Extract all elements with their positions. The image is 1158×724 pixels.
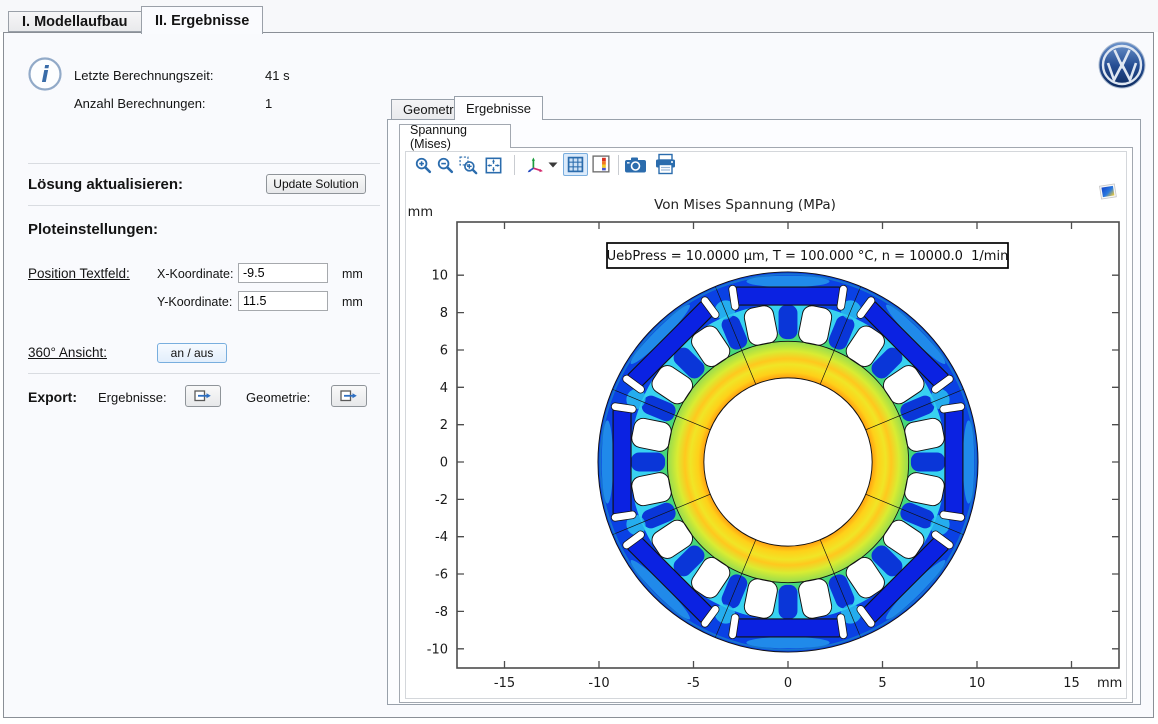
svg-text:-4: -4 [435,530,448,545]
last-computation-value: 41 s [265,68,290,83]
parameter-annotation-text: UebPress = 10.0000 µm, T = 100.000 °C, n… [607,249,1009,264]
svg-text:5: 5 [878,676,886,691]
info-icon: i [26,55,64,93]
svg-text:10: 10 [431,269,448,284]
x-unit-label: mm [342,267,363,281]
toolbar-separator [618,155,619,175]
show-grid-button[interactable] [563,153,588,176]
svg-text:6: 6 [440,344,448,359]
tab-modellaufbau-label: I. Modellaufbau [22,14,128,30]
svg-text:-10: -10 [427,642,448,657]
textfield-position-label: Position Textfeld: [28,266,130,281]
zoom-in-icon[interactable] [414,156,433,175]
zoom-box-icon[interactable] [459,156,478,175]
export-icon [194,389,212,403]
tab-ergebnisse-panel[interactable]: Ergebnisse [454,96,543,120]
x-coordinate-input[interactable] [238,263,328,283]
svg-text:-5: -5 [687,676,700,691]
export-icon [340,389,358,403]
app-window: { "window": { "tabs": [ { "label": "I. M… [0,0,1158,724]
last-computation-label: Letzte Berechnungszeit: [74,68,213,83]
svg-text:-15: -15 [494,676,515,691]
tab-ergebnisse-label: II. Ergebnisse [155,13,249,29]
x-axis-unit-label: mm [1097,676,1122,691]
svg-text:-8: -8 [435,605,448,620]
separator [28,205,380,206]
x-coordinate-label: X-Koordinate: [157,267,233,281]
color-legend-icon[interactable] [591,154,612,175]
update-solution-button[interactable]: Update Solution [266,174,366,194]
separator [28,373,380,374]
svg-text:2: 2 [440,418,448,433]
svg-text:4: 4 [440,381,448,396]
separator [28,163,380,164]
svg-text:8: 8 [440,306,448,321]
tab-spannung-mises[interactable]: Spannung (Mises) [399,124,511,148]
tab-modellaufbau[interactable]: I. Modellaufbau [8,11,142,32]
toolbar-separator [514,155,515,175]
snapshot-icon[interactable] [624,156,649,175]
go-to-default-view-icon[interactable] [526,155,545,174]
svg-text:10: 10 [969,676,986,691]
export-geometry-button[interactable] [331,385,367,407]
plot-title: Von Mises Spannung (MPa) [654,197,836,213]
plot-settings-heading: Ploteinstellungen: [28,221,158,238]
y-unit-label: mm [342,295,363,309]
vw-logo-icon [1097,40,1147,90]
tab-ergebnisse-panel-label: Ergebnisse [466,101,531,116]
zoom-extents-icon[interactable] [484,156,503,175]
y-axis-unit-label: mm [408,205,433,220]
tab-spannung-mises-label: Spannung (Mises) [410,123,510,151]
grid-icon [567,156,584,173]
svg-text:0: 0 [784,676,792,691]
svg-text:15: 15 [1063,676,1080,691]
plot-canvas[interactable]: Von Mises Spannung (MPa) [406,152,1126,698]
view-360-label: 360° Ansicht: [28,345,107,360]
export-results-button[interactable] [185,385,221,407]
tab-ergebnisse[interactable]: II. Ergebnisse [141,6,263,34]
export-heading: Export: [28,389,77,405]
svg-text:i: i [41,63,49,88]
view-360-toggle-button[interactable]: an / aus [157,343,227,363]
svg-text:-2: -2 [435,493,448,508]
svg-text:0: 0 [440,456,448,471]
plot-group-icon[interactable] [1099,184,1116,199]
export-results-label: Ergebnisse: [98,390,167,405]
export-geometry-label: Geometrie: [246,390,310,405]
print-icon[interactable] [654,153,679,176]
y-coordinate-label: Y-Koordinate: [157,295,232,309]
svg-text:-10: -10 [588,676,609,691]
main-tabstrip: I. Modellaufbau II. Ergebnisse [0,0,1158,32]
rotor-stress-surface [598,272,978,652]
view-dropdown-icon[interactable] [548,162,558,168]
svg-text:-6: -6 [435,568,448,583]
zoom-out-icon[interactable] [436,156,455,175]
y-coordinate-input[interactable] [238,291,328,311]
computation-count-value: 1 [265,96,272,111]
computation-count-label: Anzahl Berechnungen: [74,96,206,111]
update-solution-heading: Lösung aktualisieren: [28,176,183,193]
